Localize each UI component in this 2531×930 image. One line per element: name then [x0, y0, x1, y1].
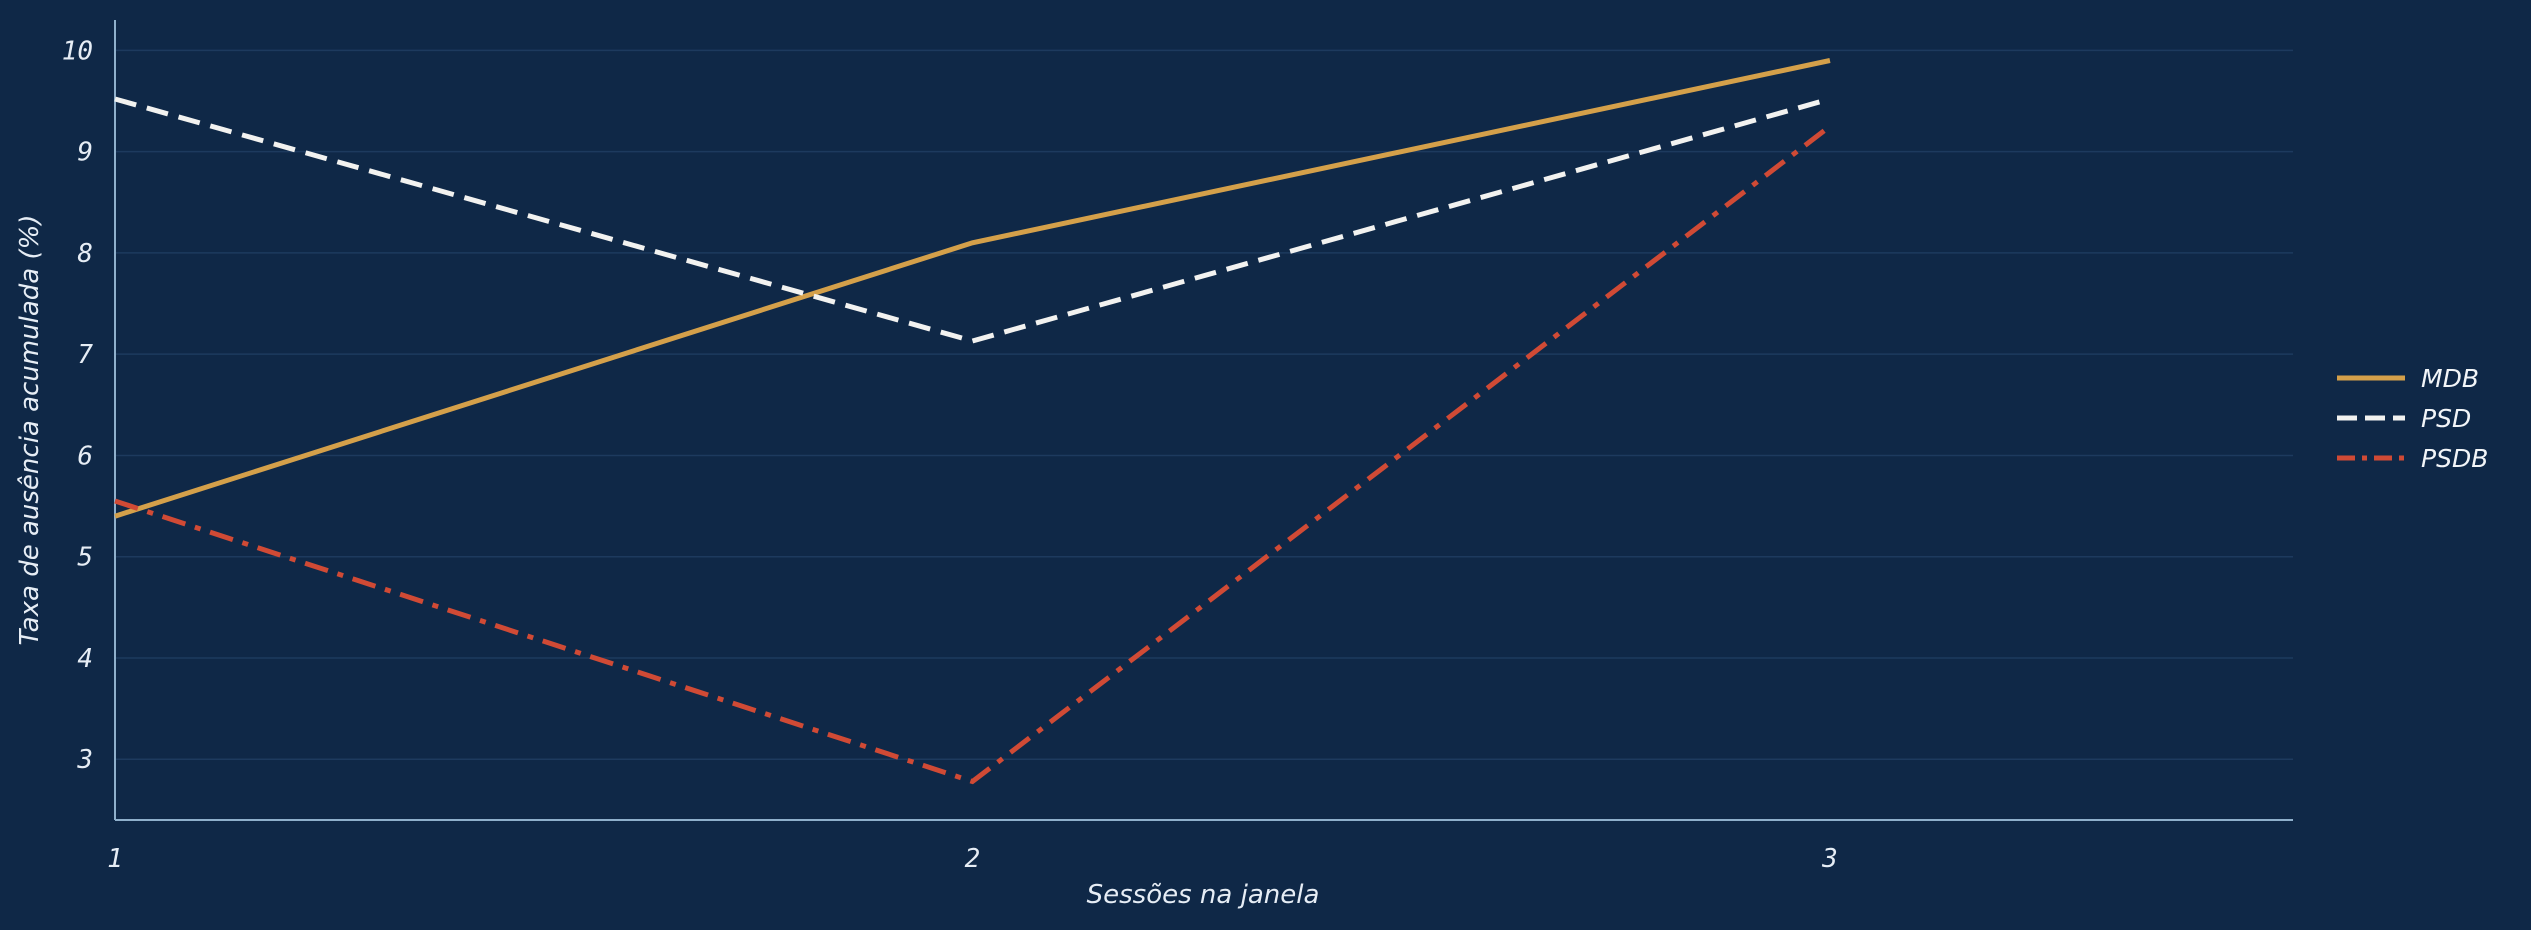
axes	[114, 20, 2293, 821]
y-axis-title: Taxa de ausência acumulada (%)	[15, 215, 45, 646]
legend-label-psd: PSD	[2421, 404, 2471, 433]
x-axis-title: Sessões na janela	[1087, 880, 1320, 910]
y-tick-label-6: 6	[77, 441, 93, 471]
x-tick-label-1: 1	[107, 844, 123, 874]
y-tick-label-5: 5	[77, 543, 93, 573]
x-tick-label-3: 3	[1821, 844, 1838, 874]
legend-label-psdb: PSDB	[2421, 444, 2488, 473]
y-tick-label-4: 4	[77, 644, 93, 674]
legend-label-mdb: MDB	[2421, 364, 2479, 393]
y-tick-label-7: 7	[77, 340, 93, 370]
legend: MDB PSD PSDB	[2337, 364, 2488, 473]
y-tick-label-3: 3	[76, 745, 93, 775]
tick-labels: 3 4 5 6 7 8 9 10 1 2 3	[62, 36, 1838, 874]
grid-lines	[115, 49, 2293, 760]
series-line-mdb	[114, 58, 1831, 519]
y-tick-label-9: 9	[77, 138, 93, 168]
y-tick-label-10: 10	[62, 36, 93, 66]
x-tick-label-2: 2	[965, 844, 981, 874]
y-tick-label-8: 8	[77, 239, 93, 269]
series-lines	[114, 58, 1832, 785]
series-line-psdb	[114, 124, 1832, 785]
